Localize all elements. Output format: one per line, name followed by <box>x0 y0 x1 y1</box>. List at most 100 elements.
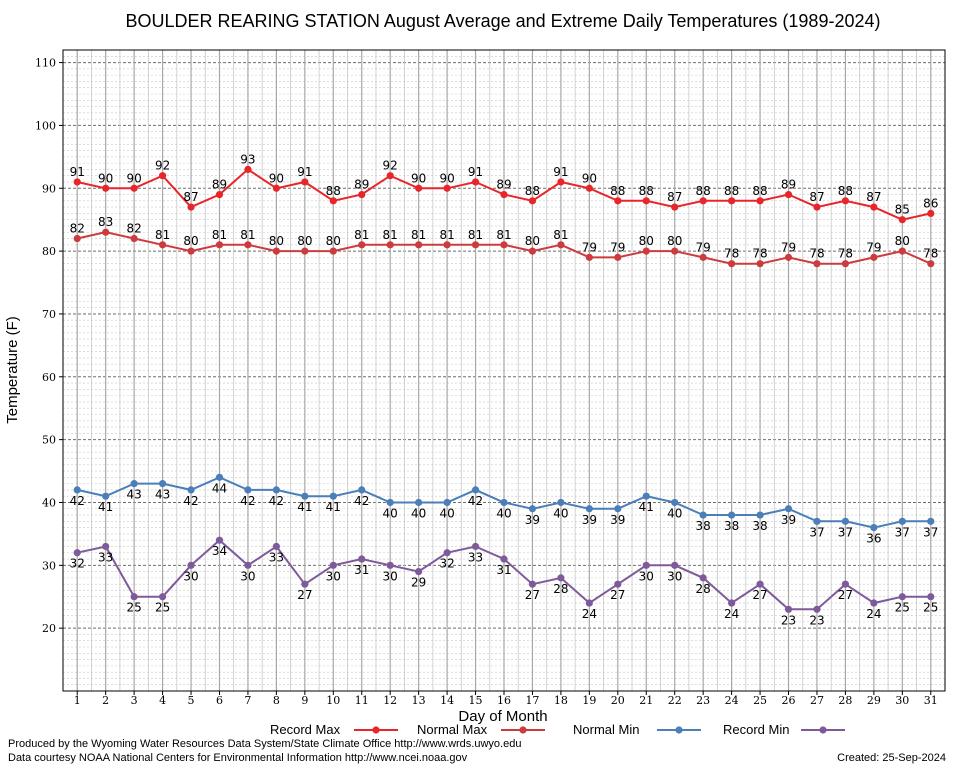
data-point-normal-max <box>187 247 195 255</box>
y-tick-label: 80 <box>42 245 56 258</box>
x-tick-label: 19 <box>582 694 596 707</box>
data-point-normal-min <box>272 486 280 494</box>
data-label-normal-max: 81 <box>411 228 426 242</box>
data-point-normal-max <box>699 253 707 261</box>
data-point-record-max <box>215 190 224 199</box>
data-point-record-max <box>329 197 337 205</box>
data-point-record-max <box>73 178 81 186</box>
data-label-record-min: 23 <box>781 613 796 627</box>
data-label-record-min: 32 <box>439 557 454 571</box>
data-label-record-min: 29 <box>411 576 426 590</box>
data-label-normal-min: 42 <box>354 494 369 508</box>
data-point-record-min <box>272 542 280 551</box>
data-label-record-max: 88 <box>610 184 625 198</box>
data-label-record-max: 87 <box>809 190 824 204</box>
data-point-record-max <box>870 203 878 211</box>
data-point-normal-min <box>585 505 593 513</box>
data-point-normal-max <box>329 247 337 255</box>
data-label-normal-min: 41 <box>98 500 113 514</box>
data-label-record-max: 88 <box>838 184 853 198</box>
data-label-normal-min: 43 <box>126 488 141 502</box>
data-point-record-min <box>671 561 679 569</box>
data-label-record-max: 88 <box>752 184 767 198</box>
data-point-record-min <box>415 567 423 576</box>
data-label-normal-max: 81 <box>155 228 170 242</box>
data-point-record-min <box>585 599 593 607</box>
series-normal-max: 82 83 82 81 80 81 81 80 80 80 81 81 81 81 81 81 80 81 79 79… <box>70 215 938 268</box>
data-label-record-min: 24 <box>724 607 739 621</box>
data-label-normal-min: 41 <box>326 500 341 514</box>
data-label-record-max: 89 <box>496 178 511 192</box>
data-label-record-max: 93 <box>240 152 255 166</box>
data-label-record-min: 30 <box>639 569 654 583</box>
footer-data-courtesy: Data courtesy NOAA National Centers for … <box>8 752 468 764</box>
data-label-record-max: 90 <box>269 171 284 185</box>
data-label-normal-min: 37 <box>895 525 910 539</box>
x-tick-label: 5 <box>188 694 195 707</box>
x-tick-label: 11 <box>355 694 369 707</box>
data-point-record-min <box>784 605 793 613</box>
data-label-normal-max: 81 <box>212 228 227 242</box>
data-label-normal-max: 83 <box>98 215 113 229</box>
footer-produced-by: Produced by the Wyoming Water Resources … <box>8 738 522 750</box>
data-point-record-max <box>699 197 707 205</box>
y-tick-label: 40 <box>42 496 56 509</box>
data-label-normal-max: 81 <box>468 228 483 242</box>
x-axis-ticks: 1 2 3 4 5 6 7 8 9 10 11 12 13 14 15 16 17 18 19 20 21 22 23 24 2… <box>74 691 938 707</box>
data-point-normal-min <box>471 486 480 494</box>
data-label-record-max: 87 <box>866 190 881 204</box>
data-point-normal-min <box>415 498 423 507</box>
data-point-normal-max <box>471 241 480 249</box>
data-label-normal-max: 80 <box>297 234 312 248</box>
data-point-normal-min <box>500 498 508 507</box>
data-point-normal-max <box>130 234 138 243</box>
data-label-normal-min: 42 <box>468 494 483 508</box>
data-label-record-min: 30 <box>240 569 255 583</box>
data-point-normal-max <box>244 241 252 249</box>
data-point-normal-min <box>244 486 252 494</box>
data-point-normal-max <box>272 247 280 255</box>
data-point-normal-min <box>642 492 650 500</box>
data-label-record-max: 90 <box>411 171 426 185</box>
series-record-min: 32 33 25 25 30 34 30 33 27 30 31 30 29 32 33 31 27 28 24 27… <box>70 536 938 627</box>
data-point-record-min <box>813 605 821 613</box>
x-tick-label: 24 <box>725 694 739 707</box>
data-label-normal-max: 82 <box>70 222 85 236</box>
x-tick-label: 29 <box>867 694 881 707</box>
data-label-normal-min: 37 <box>923 525 938 539</box>
data-label-normal-max: 79 <box>866 240 881 254</box>
data-label-record-min: 30 <box>326 569 341 583</box>
data-point-normal-min <box>386 498 394 507</box>
data-label-normal-max: 78 <box>838 247 853 261</box>
data-point-normal-max <box>585 253 593 261</box>
x-tick-label: 20 <box>611 694 625 707</box>
data-label-record-max: 89 <box>354 178 369 192</box>
x-tick-label: 7 <box>244 694 251 707</box>
x-tick-label: 12 <box>383 694 397 707</box>
data-point-normal-min <box>528 505 537 513</box>
data-point-normal-max <box>158 241 167 249</box>
data-label-record-max: 92 <box>155 159 170 173</box>
y-tick-label: 50 <box>42 434 56 447</box>
legend-item-normal-min: Normal Min <box>573 722 701 737</box>
data-label-normal-min: 36 <box>866 532 881 546</box>
legend-item-record-min: Record Min <box>723 722 845 737</box>
data-point-normal-max <box>813 260 821 268</box>
data-label-record-max: 88 <box>525 184 540 198</box>
data-label-normal-max: 80 <box>326 234 341 248</box>
data-point-normal-min <box>898 517 906 525</box>
data-point-record-min <box>329 561 337 569</box>
data-point-normal-max <box>870 253 878 261</box>
data-label-normal-max: 78 <box>752 247 767 261</box>
data-label-normal-max: 80 <box>183 234 198 248</box>
data-point-record-min <box>102 542 110 551</box>
footer-created: Created: 25-Sep-2024 <box>837 752 946 764</box>
data-label-record-min: 27 <box>752 588 767 602</box>
data-point-record-max <box>301 178 309 186</box>
data-point-normal-min <box>671 498 679 507</box>
legend-item-normal-max: Normal Max <box>417 722 545 737</box>
data-label-record-min: 33 <box>269 550 284 564</box>
data-label-record-min: 25 <box>126 601 141 615</box>
legend-marker-normal-min <box>675 726 683 734</box>
data-label-record-max: 89 <box>212 178 227 192</box>
